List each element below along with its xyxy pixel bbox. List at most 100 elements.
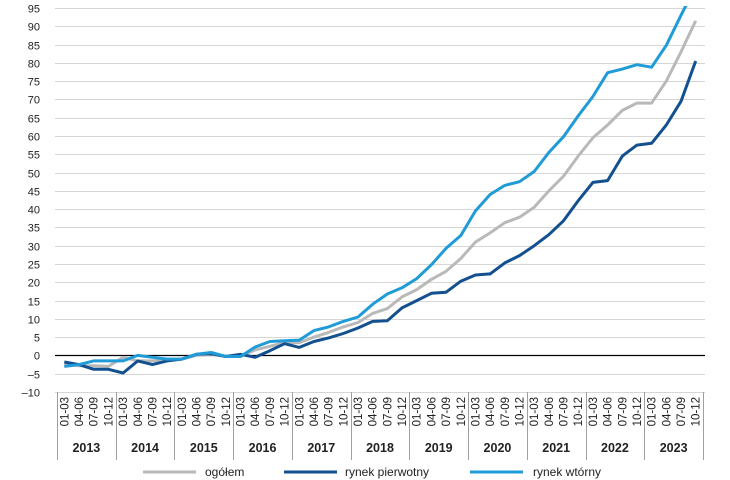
x-tick-label: 04-06 (191, 397, 203, 426)
series-0-point (518, 216, 521, 219)
year-separators (57, 392, 704, 460)
y-tick-label: 50 (28, 169, 40, 181)
series-1-point (371, 320, 374, 323)
x-tick-label: 01-03 (647, 397, 659, 426)
x-tick-label: 07-09 (89, 397, 101, 426)
year-label: 2020 (484, 441, 512, 455)
series-1-point (283, 342, 286, 345)
x-tick-label: 07-09 (617, 397, 629, 426)
x-tick-label: 10-12 (514, 397, 526, 426)
series-0-point (151, 359, 154, 362)
legend: ogółem rynek pierwotny rynek wtórny (143, 465, 601, 479)
series-0-point (327, 331, 330, 334)
year-label: 2017 (307, 441, 335, 455)
x-tick-label: 07-09 (441, 397, 453, 426)
series-2-point (533, 170, 536, 173)
series-1-point (547, 233, 550, 236)
series-2-point (547, 151, 550, 154)
y-tick-label: –10 (22, 388, 40, 400)
series-1-point (63, 361, 66, 364)
x-tick-label: 04-06 (426, 397, 438, 426)
x-tick-label: 01-03 (412, 397, 424, 426)
y-tick-label: 95 (28, 4, 40, 16)
series-2-point (195, 353, 198, 356)
series-2-point (650, 66, 653, 69)
series-2-point (122, 359, 125, 362)
series-0-point (489, 231, 492, 234)
series-0-point (357, 321, 360, 324)
y-tick-label: 65 (28, 114, 40, 126)
legend-label: ogółem (205, 465, 244, 479)
y-tick-label: 30 (28, 242, 40, 254)
series-1-point (489, 272, 492, 275)
x-tick-label: 07-09 (382, 397, 394, 426)
y-tick-label: –5 (28, 370, 40, 382)
y-axis-tick-labels: 95908580757065605550454035302520151050–5… (22, 4, 40, 400)
series-2-point (371, 303, 374, 306)
x-tick-label: 04-06 (74, 397, 86, 426)
x-tick-label: 01-03 (59, 397, 71, 426)
series-1-point (503, 261, 506, 264)
series-2-point (562, 135, 565, 138)
series-1-point (357, 327, 360, 330)
series-0-line (64, 20, 698, 368)
x-tick-label: 04-06 (485, 397, 497, 426)
series-2-point (312, 329, 315, 332)
series-2-point (445, 247, 448, 250)
series-1-point (107, 368, 110, 371)
series-2-point (224, 355, 227, 358)
series-1-point (635, 144, 638, 147)
x-tick-label: 01-03 (118, 397, 130, 426)
x-tick-label: 10-12 (573, 397, 585, 426)
x-tick-label: 01-03 (294, 397, 306, 426)
series-1-point (386, 319, 389, 322)
series-2-point (357, 316, 360, 319)
series-2-point (680, 14, 683, 17)
series-1-point (694, 60, 697, 63)
x-tick-label: 01-03 (236, 397, 248, 426)
x-tick-label: 04-06 (309, 397, 321, 426)
y-tick-label: 55 (28, 150, 40, 162)
series-0-point (577, 155, 580, 158)
x-tick-label: 04-06 (603, 397, 615, 426)
y-tick-label: 60 (28, 132, 40, 144)
series-0-point (401, 295, 404, 298)
series-0-point (386, 307, 389, 310)
series-1-point (327, 336, 330, 339)
series-1-point (298, 346, 301, 349)
series-2-point (503, 184, 506, 187)
x-tick-label: 10-12 (103, 397, 115, 426)
year-label: 2021 (542, 441, 570, 455)
y-tick-label: 0 (34, 351, 40, 363)
series-2-point (268, 340, 271, 343)
y-tick-label: 5 (34, 333, 40, 345)
series-0-point (547, 189, 550, 192)
year-label: 2022 (601, 441, 629, 455)
series-2-point (606, 71, 609, 74)
series-2-point (342, 320, 345, 323)
series-1-point (136, 359, 139, 362)
series-0-point (562, 175, 565, 178)
series-1-point (92, 368, 95, 371)
legend-label: rynek wtórny (533, 465, 601, 479)
series-2-point (283, 339, 286, 342)
series-0-point (107, 365, 110, 368)
series-1-point (650, 142, 653, 145)
x-tick-label: 07-09 (559, 397, 571, 426)
series-2-point (430, 263, 433, 266)
year-label: 2019 (425, 441, 453, 455)
series-2-point (635, 63, 638, 66)
y-tick-label: 35 (28, 223, 40, 235)
series-0-point (312, 336, 315, 339)
series-1-point (268, 349, 271, 352)
series-2-point (151, 356, 154, 359)
series-0-point (459, 257, 462, 260)
y-tick-label: 85 (28, 41, 40, 53)
series-2-point (591, 95, 594, 98)
x-tick-label: 07-09 (324, 397, 336, 426)
y-tick-label: 75 (28, 77, 40, 89)
x-tick-label: 04-06 (544, 397, 556, 426)
year-label: 2016 (249, 441, 277, 455)
series-0-point (415, 288, 418, 291)
